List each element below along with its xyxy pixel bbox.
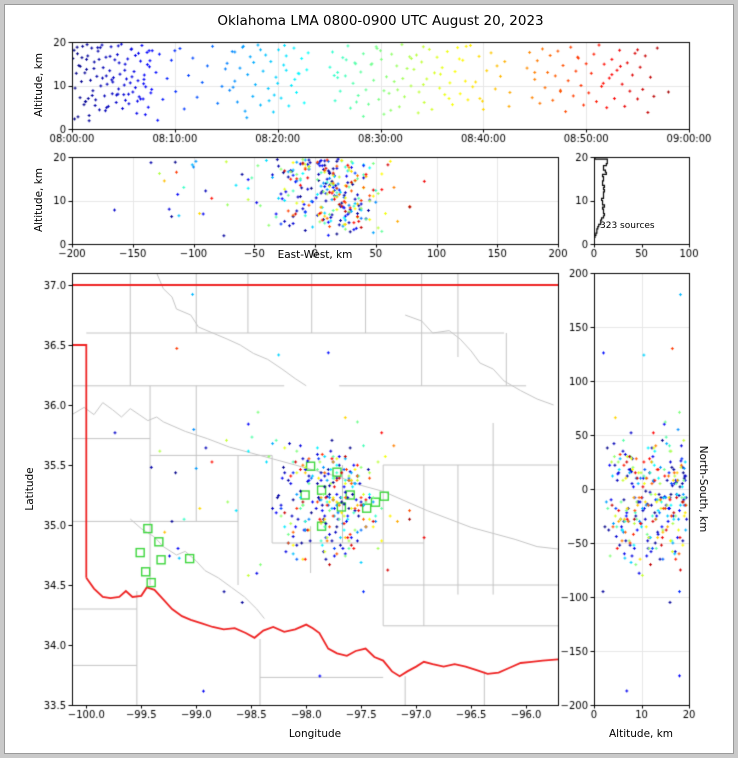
ns-panel-ylabel: North-South, km: [697, 445, 709, 533]
map-ylabel: Latitude: [24, 467, 36, 511]
ns-panel-xlabel: Altitude, km: [608, 728, 674, 740]
figure-title: Oklahoma LMA 0800-0900 UTC August 20, 20…: [217, 13, 544, 29]
ew-panel-ylabel: Altitude, km: [33, 167, 45, 233]
sources-count-label: 323 sources: [600, 221, 655, 231]
map-xlabel: Longitude: [288, 728, 342, 740]
ew-panel-xlabel: East-West, km: [277, 249, 353, 261]
time-panel-ylabel: Altitude, km: [33, 52, 45, 118]
